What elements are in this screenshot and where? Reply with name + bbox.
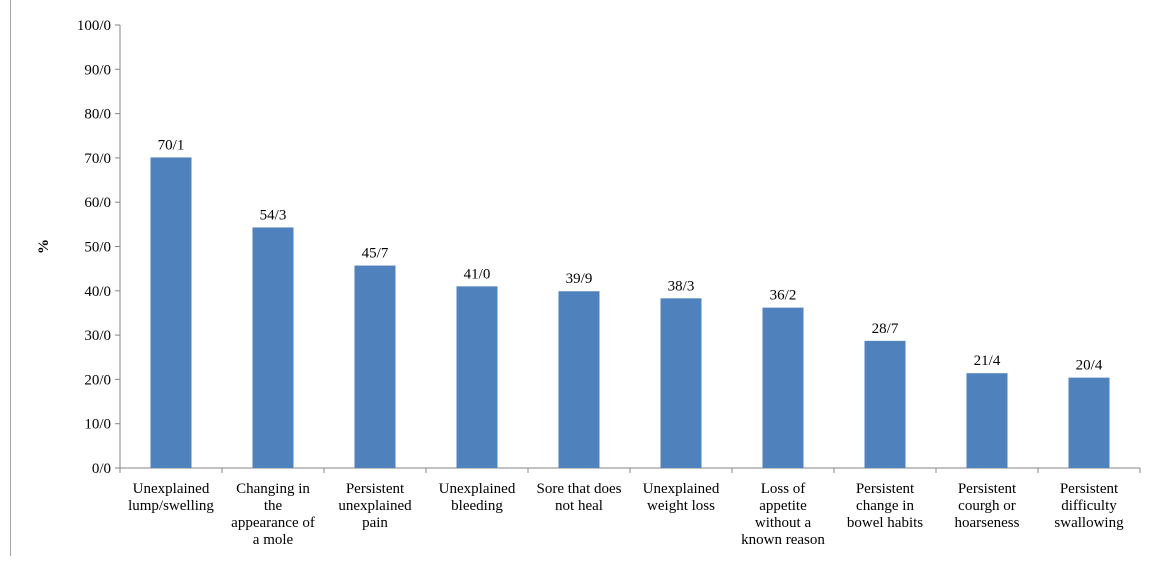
y-tick-label: 80/0 (84, 107, 111, 123)
x-category-label-line: Unexplained (439, 481, 516, 497)
x-category-label-line: Loss of (761, 481, 806, 497)
y-tick-label: 70/0 (84, 151, 111, 167)
y-tick-label: 40/0 (84, 284, 111, 300)
x-category-label: Unexplained bleeding (439, 481, 516, 514)
x-category-label-line: Changing in (236, 481, 310, 497)
x-category-label-line: lump/swelling (128, 498, 214, 514)
x-category-label: Loss of appetite without a known reason (741, 481, 825, 548)
x-category-label-line: Unexplained (133, 481, 210, 497)
x-category-label-line: appearance of (231, 515, 315, 531)
x-category-label: Unexplained weight loss (643, 481, 720, 514)
y-axis-label: % (36, 239, 52, 254)
x-category-label-line: known reason (741, 532, 825, 548)
bar-data-label: 38/3 (668, 278, 695, 294)
y-tick-label: 60/0 (84, 195, 111, 211)
x-category-label-line: without a (755, 515, 812, 531)
x-category-label-line: Sore that does (537, 481, 622, 497)
bar (150, 157, 192, 468)
bar (354, 265, 396, 468)
x-category-label: Sore that does not heal (537, 481, 622, 514)
image-frame-line (10, 0, 11, 556)
bar (966, 373, 1008, 468)
bar-data-label: 54/3 (260, 207, 287, 223)
y-tick-label: 20/0 (84, 372, 111, 388)
x-category-label-line: pain (362, 515, 388, 531)
bar-data-label: 20/4 (1076, 358, 1103, 374)
bar (1068, 377, 1110, 468)
bar (864, 340, 906, 468)
x-category-label-line: appetite (759, 498, 807, 514)
x-category-label-line: a mole (253, 532, 294, 548)
y-tick-label: 0/0 (92, 461, 111, 477)
bar-data-label: 21/4 (974, 353, 1001, 369)
bar-data-label: 45/7 (362, 246, 389, 262)
axes-layer: 0/0 10/0 20/0 30/0 40/0 50/0 60/0 70/0 80/0 90/0 1… (77, 18, 1141, 477)
x-category-label: Persistent unexplained pain (338, 481, 412, 531)
y-tick-label: 100/0 (77, 18, 111, 34)
x-category-label-line: difficulty (1061, 498, 1117, 514)
x-category-label-line: swallowing (1054, 515, 1124, 531)
bar-data-label: 36/2 (770, 288, 797, 304)
bar-data-label: 39/9 (566, 271, 593, 287)
x-category-label-line: weight loss (647, 498, 715, 514)
x-category-label-line: Persistent (1060, 481, 1119, 497)
bar (252, 227, 294, 468)
bar-data-label: 28/7 (872, 321, 899, 337)
x-category-label-line: courgh or (958, 498, 1016, 514)
x-category-label-line: Persistent (346, 481, 405, 497)
bar (762, 307, 804, 468)
bar (456, 286, 498, 468)
x-category-label-line: change in (856, 498, 914, 514)
x-category-label-line: bleeding (451, 498, 503, 514)
y-tick-label: 50/0 (84, 240, 111, 256)
x-category-label: Persistent difficulty swallowing (1054, 481, 1124, 531)
y-tick-label: 30/0 (84, 328, 111, 344)
bars-layer (150, 157, 1110, 468)
x-category-label-line: hoarseness (955, 515, 1020, 531)
x-category-label-line: Persistent (856, 481, 915, 497)
x-category-label-line: unexplained (338, 498, 412, 514)
x-category-label-line: not heal (555, 498, 603, 514)
x-category-label: Changing in the appearance of a mole (231, 481, 315, 548)
bar (660, 298, 702, 468)
bar-data-label: 70/1 (158, 137, 185, 153)
bar (558, 291, 600, 468)
x-category-label-line: Unexplained (643, 481, 720, 497)
x-category-label-line: the (264, 498, 283, 514)
x-category-label: Persistent courgh or hoarseness (955, 481, 1020, 531)
x-category-label: Persistent change in bowel habits (847, 481, 923, 531)
x-category-label: Unexplained lump/swelling (128, 481, 214, 514)
y-tick-label: 10/0 (84, 417, 111, 433)
y-tick-label: 90/0 (84, 62, 111, 78)
x-category-label-line: Persistent (958, 481, 1017, 497)
x-category-label-line: bowel habits (847, 515, 923, 531)
bar-data-label: 41/0 (464, 266, 491, 282)
